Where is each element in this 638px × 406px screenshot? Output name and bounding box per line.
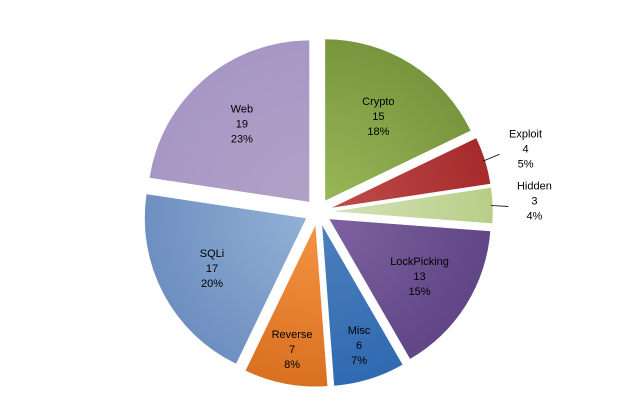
label-value: 6 [356,340,362,352]
label-percent: 15% [409,286,431,298]
label-category: Hidden [517,180,552,192]
slice-label-misc: Misc 6 7% [348,325,371,367]
label-value: 4 [522,143,528,155]
slice-label-hidden: Hidden 3 4% [517,180,552,222]
slice-label-lockpicking: LockPicking 13 15% [390,256,449,298]
label-category: Crypto [362,96,394,108]
slice-label-exploit: Exploit 4 5% [509,128,542,170]
label-value: 19 [236,119,248,131]
label-percent: 4% [526,210,542,222]
pie-slice-lockpicking [328,218,491,360]
label-percent: 5% [518,158,534,170]
label-category: SQLi [200,248,224,260]
leader-line-hidden [490,205,509,207]
label-percent: 18% [367,126,389,138]
pie-slice-sqli [144,193,307,365]
pie-slice-web [149,39,310,203]
label-percent: 23% [231,134,253,146]
slice-label-reverse: Reverse 7 8% [272,329,313,371]
label-category: Web [231,104,253,116]
label-value: 3 [531,195,537,207]
label-value: 17 [206,263,218,275]
slice-label-web: Web 19 23% [231,104,253,146]
label-percent: 7% [351,355,367,367]
label-category: Misc [348,325,371,337]
label-category: Reverse [272,329,313,341]
pie-slice-reverse [244,223,328,388]
label-category: Exploit [509,128,542,140]
label-percent: 20% [201,278,223,290]
label-value: 15 [372,111,384,123]
pie-slice-crypto [324,38,472,202]
slice-label-crypto: Crypto 15 18% [362,96,394,138]
slice-label-sqli: SQLi 17 20% [200,248,224,290]
leader-line-exploit [483,153,500,162]
pie-slice-misc [321,224,404,387]
label-percent: 8% [284,359,300,371]
label-value: 13 [413,271,425,283]
label-value: 7 [289,344,295,356]
label-category: LockPicking [390,256,449,268]
